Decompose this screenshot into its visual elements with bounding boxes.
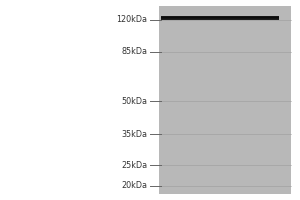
Text: 25kDa: 25kDa [121, 161, 147, 170]
Bar [159, 6, 291, 194]
Bar [160, 18, 279, 19]
Text: 35kDa: 35kDa [121, 130, 147, 139]
Bar [160, 16, 279, 17]
Bar [160, 16, 279, 17]
Text: 85kDa: 85kDa [121, 47, 147, 56]
Text: 20kDa: 20kDa [121, 182, 147, 190]
Text: 120kDa: 120kDa [116, 15, 147, 24]
Text: 50kDa: 50kDa [121, 97, 147, 106]
Bar [160, 17, 279, 18]
Bar [160, 17, 279, 18]
Bar [160, 19, 279, 20]
Bar [160, 18, 279, 19]
